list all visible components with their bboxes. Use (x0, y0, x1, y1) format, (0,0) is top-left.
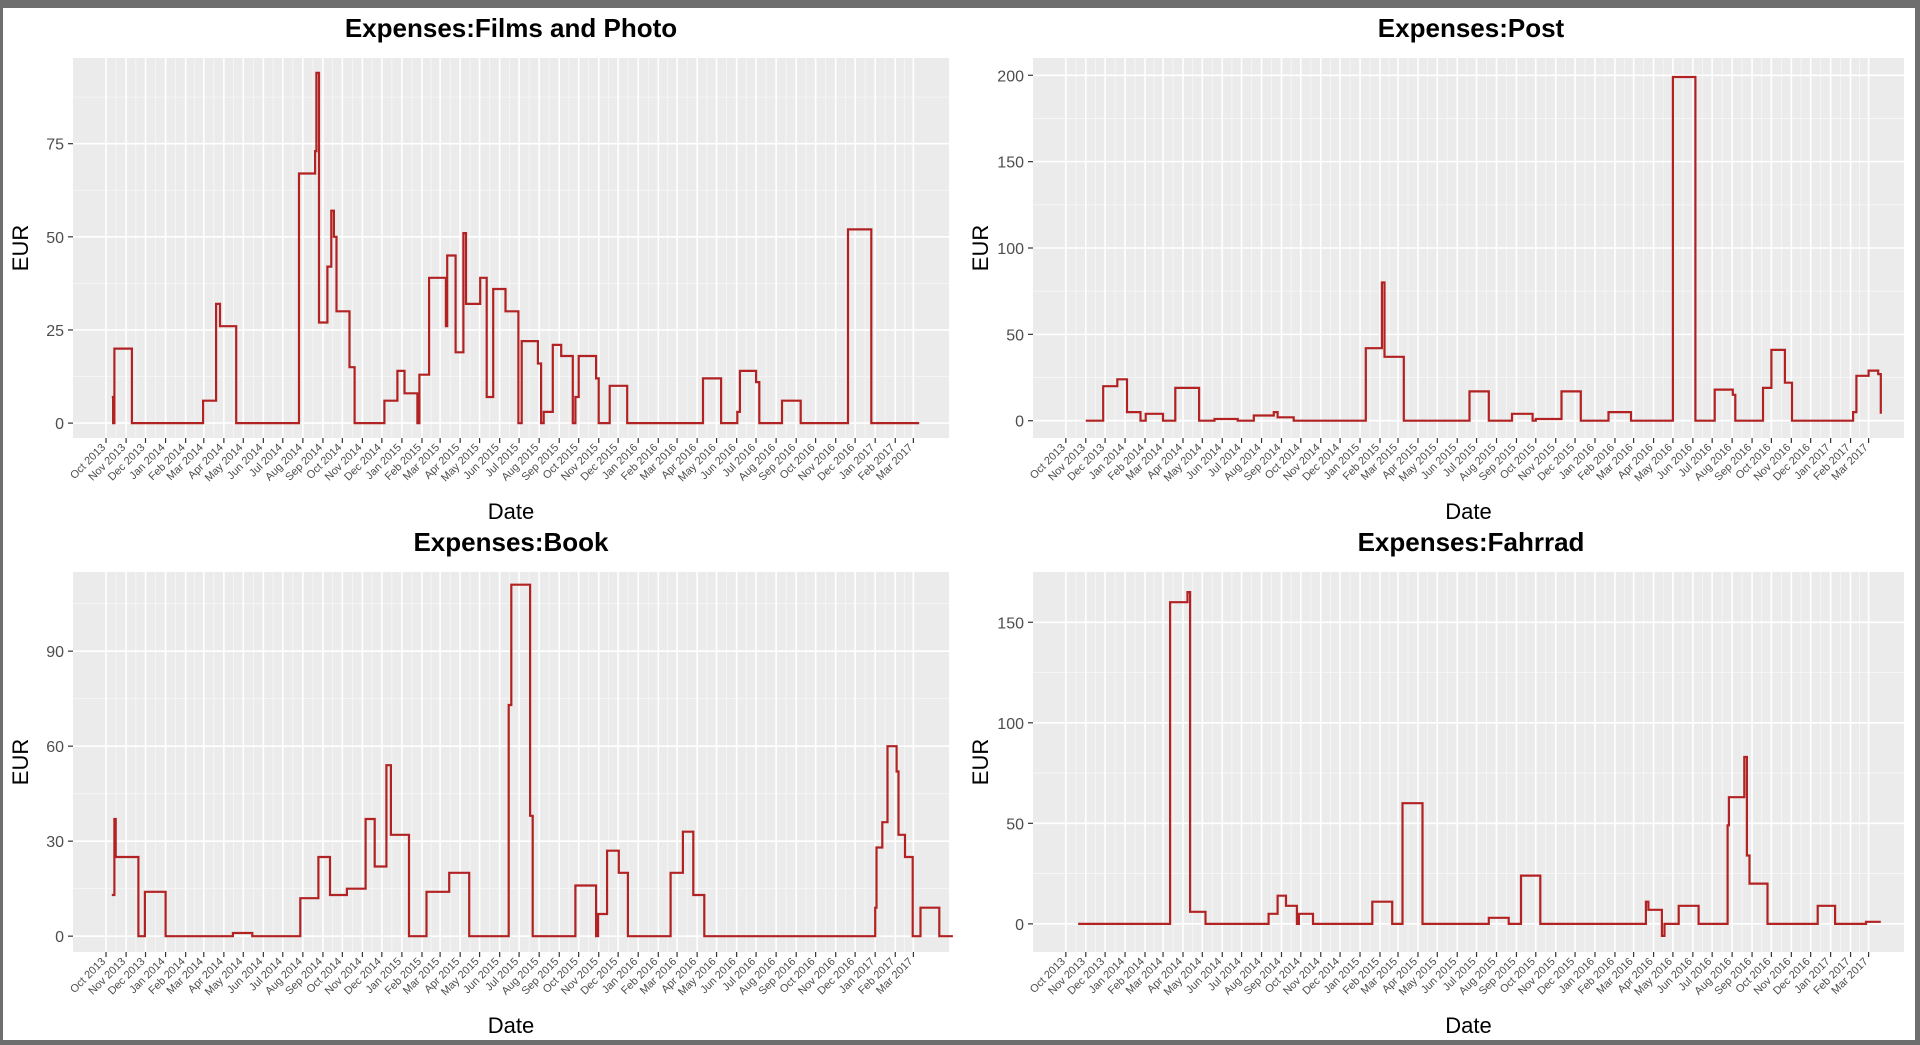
y-axis-title: EUR (968, 225, 993, 271)
y-tick-label: 200 (997, 68, 1024, 85)
y-tick-label: 0 (55, 416, 64, 433)
plot-background (73, 58, 949, 438)
y-tick-label: 0 (1015, 917, 1024, 934)
y-tick-label: 50 (1006, 816, 1024, 833)
figure-frame: 0 25 50 75 Oct 2013 Nov 2013 Dec 2013 Jan 2014 F… (3, 8, 1915, 1040)
y-tick-label: 100 (997, 241, 1024, 258)
chart-title: Expenses:Book (413, 527, 609, 557)
y-axis-title: EUR (8, 739, 33, 785)
x-axis-title: Date (1445, 1013, 1491, 1038)
y-tick-label: 50 (1006, 327, 1024, 344)
x-axis-title: Date (488, 1013, 534, 1038)
y-axis-title: EUR (968, 739, 993, 785)
x-axis-title: Date (488, 499, 534, 524)
plot-background (1033, 572, 1904, 952)
y-tick-label: 100 (997, 716, 1024, 733)
x-axis-title: Date (1445, 499, 1491, 524)
expense-series-line (111, 583, 953, 938)
expense-series-line (111, 71, 920, 425)
y-tick-label: 25 (46, 323, 64, 340)
y-tick-label: 30 (46, 834, 64, 851)
y-tick-label: 60 (46, 739, 64, 756)
y-tick-label: 0 (55, 929, 64, 946)
y-tick-label: 90 (46, 644, 64, 661)
chart-title: Expenses:Fahrrad (1358, 527, 1585, 557)
y-tick-label: 150 (997, 615, 1024, 632)
expense-series-line (1085, 75, 1882, 422)
chart-title: Expenses:Post (1378, 13, 1565, 43)
chart-title: Expenses:Films and Photo (345, 13, 677, 43)
y-tick-label: 75 (46, 137, 64, 154)
y-tick-label: 150 (997, 155, 1024, 172)
y-tick-label: 0 (1015, 414, 1024, 431)
y-tick-label: 50 (46, 230, 64, 247)
y-axis-title: EUR (8, 225, 33, 271)
expense-series-line (1078, 591, 1881, 937)
